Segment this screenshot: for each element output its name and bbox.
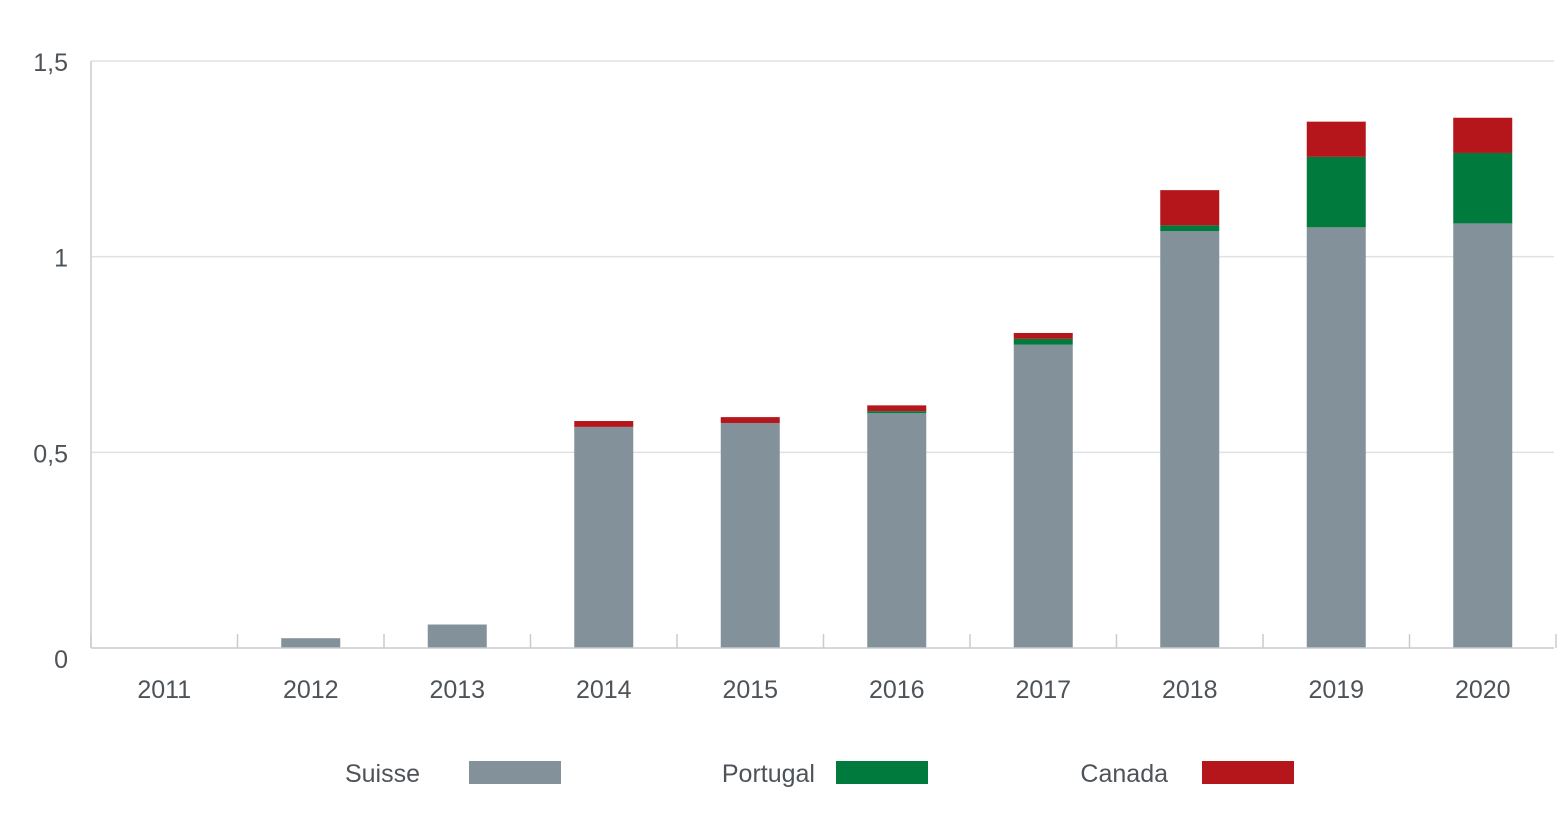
x-tick-label-2016: 2016 [869, 676, 925, 704]
legend-swatch-suisse [469, 761, 561, 784]
bar-suisse-2015 [720, 422, 780, 648]
legend: Suisse Portugal Canada [345, 760, 1294, 788]
bar-suisse-2017 [1013, 344, 1073, 648]
x-tick-labels: 2011 2012 2013 2014 2015 2016 2017 2018 2019 2020 [137, 676, 1510, 704]
bar-suisse-2012 [281, 638, 341, 648]
x-tick-label-2014: 2014 [576, 676, 632, 704]
bar-suisse-2020 [1453, 223, 1513, 649]
axes [90, 61, 1557, 649]
y-tick-label-1: 0,5 [33, 440, 68, 468]
y-tick-label-3: 1,5 [33, 49, 68, 77]
x-tick-label-2017: 2017 [1015, 676, 1071, 704]
x-tick-label-2012: 2012 [283, 676, 339, 704]
bar-portugal-2020 [1453, 152, 1513, 224]
bar-canada-2017 [1013, 332, 1073, 339]
bar-portugal-2018 [1160, 225, 1220, 232]
bar-canada-2015 [720, 417, 780, 423]
bar-suisse-2018 [1160, 231, 1220, 649]
x-tick-label-2011: 2011 [137, 676, 191, 704]
x-tick-label-2013: 2013 [429, 676, 485, 704]
bar-canada-2018 [1160, 190, 1220, 226]
y-tick-labels: 0 0,5 1 1,5 [33, 49, 68, 674]
bar-suisse-2019 [1306, 227, 1366, 649]
bar-suisse-2016 [867, 413, 927, 648]
legend-label-portugal: Portugal [722, 760, 815, 788]
bar-suisse-2014 [574, 426, 634, 648]
bar-portugal-2017 [1013, 338, 1073, 345]
legend-swatch-portugal [836, 761, 928, 784]
bar-suisse-2013 [427, 624, 487, 648]
legend-label-suisse: Suisse [345, 760, 420, 788]
bar-canada-2020 [1453, 117, 1513, 153]
y-tick-label-0: 0 [54, 646, 68, 674]
bar-canada-2019 [1306, 121, 1366, 157]
legend-swatch-canada [1202, 761, 1294, 784]
x-tick-label-2020: 2020 [1455, 676, 1511, 704]
bar-canada-2016 [867, 405, 927, 412]
bars [281, 117, 1513, 649]
x-tick-label-2018: 2018 [1162, 676, 1218, 704]
bar-portugal-2016 [867, 411, 927, 414]
bar-canada-2014 [574, 421, 634, 427]
x-tick-label-2015: 2015 [722, 676, 778, 704]
legend-label-canada: Canada [1080, 760, 1168, 788]
x-tick-label-2019: 2019 [1308, 676, 1364, 704]
bar-portugal-2019 [1306, 156, 1366, 228]
y-tick-label-2: 1 [54, 245, 68, 273]
